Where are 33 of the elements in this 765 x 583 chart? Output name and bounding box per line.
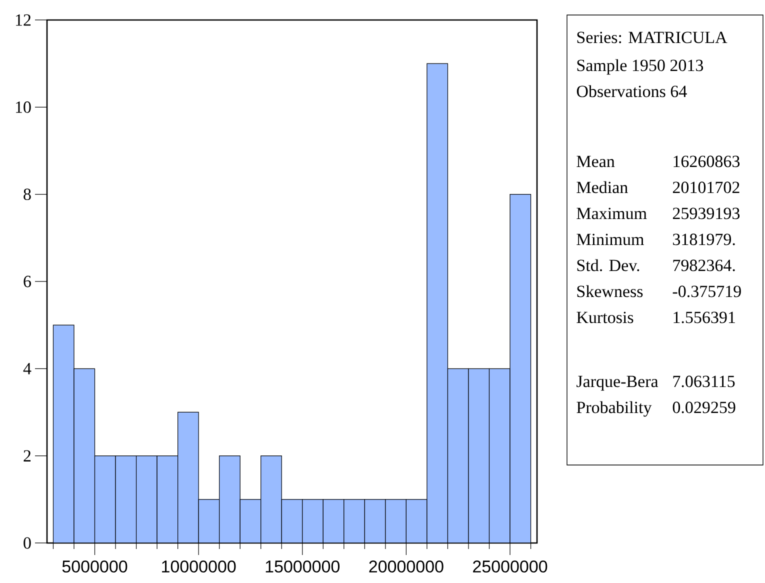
text: Mean (576, 156, 615, 168)
text: 7982364. (673, 260, 735, 272)
y-tick-label: 8 (24, 188, 31, 200)
text: Maximum (576, 208, 647, 220)
text: 3181979. (673, 234, 735, 246)
text: 16260863 (674, 156, 740, 168)
text: Probability (576, 401, 652, 417)
x-tick-label: 5000000 (62, 560, 128, 573)
y-tick-label: 12 (16, 14, 31, 26)
text: 7.063115 (673, 376, 735, 388)
x-tick-label: 25000000 (473, 560, 548, 573)
x-tick-label: 10000000 (162, 560, 236, 573)
text: Std. Dev. (577, 259, 640, 272)
text: 1.556391 (674, 312, 735, 324)
text: 25939193 (672, 208, 740, 220)
y-tick-label: 10 (16, 101, 31, 113)
y-tick-label: 0 (24, 537, 31, 549)
text: Observations 64 (576, 85, 687, 98)
x-tick-label: 15000000 (266, 560, 340, 573)
text: -0.375719 (672, 286, 741, 298)
text: Minimum (576, 234, 644, 246)
text: Median (576, 181, 628, 194)
text: Skewness (577, 285, 643, 298)
y-tick-label: 6 (24, 276, 31, 288)
y-tick-label: 4 (23, 363, 32, 374)
x-tick-label: 20000000 (369, 560, 444, 573)
text: Series: MATRICULA (577, 32, 728, 44)
text: 0.029259 (672, 402, 736, 414)
text: Kurtosis (576, 312, 634, 324)
text: 20101702 (672, 182, 740, 194)
y-tick-label: 2 (24, 450, 31, 462)
text: Sample 1950 2013 (577, 59, 704, 75)
text: Jarque-Bera (576, 376, 658, 391)
